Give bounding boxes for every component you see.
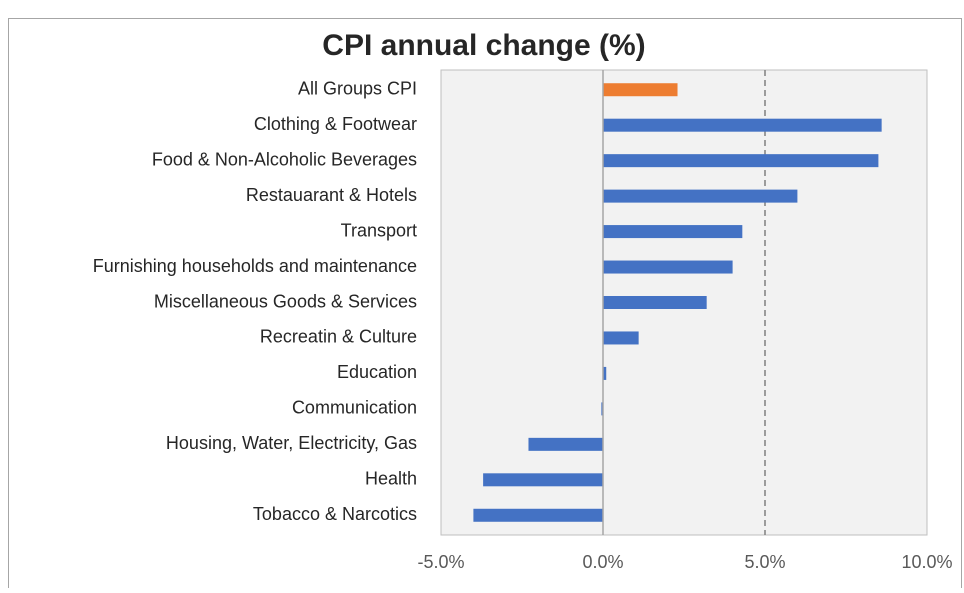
x-tick-label: 5.0% (744, 552, 785, 572)
y-tick-label: Furnishing households and maintenance (93, 256, 417, 276)
bar (603, 83, 678, 97)
bar (603, 366, 607, 380)
y-tick-label: Food & Non-Alcoholic Beverages (152, 149, 417, 169)
bar (603, 331, 639, 345)
y-tick-label: Miscellaneous Goods & Services (154, 291, 417, 311)
y-tick-label: All Groups CPI (298, 78, 417, 98)
y-tick-label: Education (337, 362, 417, 382)
y-tick-label: Housing, Water, Electricity, Gas (166, 433, 417, 453)
bar (483, 473, 603, 487)
bar (473, 508, 603, 522)
y-tick-label: Tobacco & Narcotics (253, 504, 417, 524)
bar (603, 296, 707, 309)
bar (603, 189, 798, 203)
bar (601, 402, 603, 416)
x-tick-label: -5.0% (417, 552, 464, 572)
bar (528, 437, 603, 451)
y-tick-label: Recreatin & Culture (260, 327, 417, 347)
y-tick-label: Clothing & Footwear (254, 114, 417, 134)
bar (603, 260, 733, 274)
bar (603, 154, 879, 168)
chart-title: CPI annual change (%) (322, 29, 645, 62)
bar (603, 225, 743, 239)
y-tick-label: Communication (292, 398, 417, 418)
y-tick-label: Restauarant & Hotels (246, 185, 417, 205)
x-tick-label: 0.0% (582, 552, 623, 572)
x-tick-label: 10.0% (901, 552, 952, 572)
y-tick-label: Transport (341, 220, 417, 240)
bar (603, 118, 882, 132)
y-tick-label: Health (365, 469, 417, 489)
